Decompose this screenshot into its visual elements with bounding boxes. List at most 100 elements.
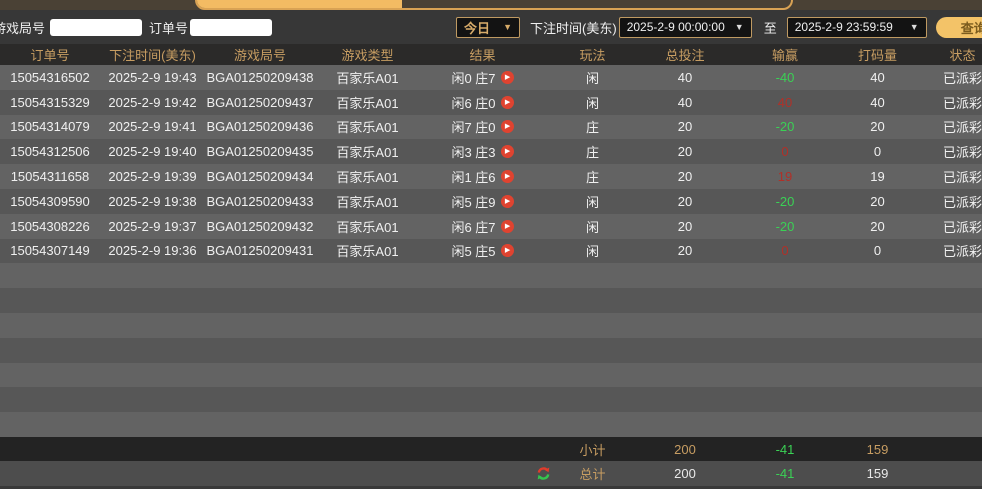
query-button[interactable]: 查询: [935, 16, 982, 38]
play-icon[interactable]: ▶: [500, 194, 514, 208]
cell-total-bet: 20: [677, 193, 693, 209]
cell-order-id: 15054309590: [10, 193, 90, 209]
total-label: 总计: [579, 467, 606, 483]
cell-order-id: 15054312506: [10, 144, 90, 160]
date-from-value: 2025-2-9 00:00:00: [626, 20, 725, 34]
header-game-type: 游戏类型: [341, 48, 394, 63]
play-triangle-icon: ▶: [504, 98, 511, 106]
cell-result: 闲5 庄5 ▶: [420, 241, 545, 260]
cell-result: 闲1 庄6 ▶: [420, 167, 545, 186]
cell-order-id: 15054316502: [10, 69, 90, 85]
table-row: ▶: [0, 412, 982, 437]
play-icon[interactable]: ▶: [500, 244, 514, 258]
play-icon[interactable]: ▶: [500, 95, 514, 109]
cell-turnover: 0: [873, 243, 882, 259]
game-round-label: 游戏局号: [0, 20, 46, 36]
tab-group: [195, 0, 793, 10]
cell-game-type: 百家乐A01: [336, 219, 399, 235]
order-no-label: 订单号: [149, 20, 189, 36]
cell-win-loss: 0: [781, 243, 789, 259]
cell-result: 闲6 庄7 ▶: [420, 217, 545, 236]
table-row: 15054316502 2025-2-9 19:43 BGA0125020943…: [0, 65, 982, 90]
cell-status: 已派彩: [942, 95, 982, 111]
table-row: 15054312506 2025-2-9 19:40 BGA0125020943…: [0, 139, 982, 165]
cell-status: 已派彩: [942, 194, 982, 210]
bottom-strip: [0, 485, 982, 489]
play-icon[interactable]: ▶: [500, 70, 514, 84]
cell-win-loss: 40: [777, 94, 793, 110]
to-label: 至: [763, 20, 777, 36]
subtotal-win-loss: -41: [775, 441, 795, 457]
cell-result: 闲0 庄7 ▶: [420, 68, 545, 87]
cell-order-id: 15054315329: [10, 94, 90, 110]
cell-result: 闲5 庄9 ▶: [420, 192, 545, 211]
result-text: 闲3 庄3: [451, 145, 496, 161]
subtotal-turnover: 159: [866, 441, 889, 457]
bet-records-table: 订单号 下注时间(美东) 游戏局号 游戏类型 结果 玩法 总投注 输赢 打码量 …: [0, 44, 982, 486]
cell-bet-time: 2025-2-9 19:37: [108, 218, 197, 234]
cell-status: 已派彩: [942, 70, 982, 86]
active-tab-remnant[interactable]: [197, 0, 402, 8]
cell-bet-time: 2025-2-9 19:36: [108, 243, 197, 259]
table-row: 15054315329 2025-2-9 19:42 BGA0125020943…: [0, 89, 982, 115]
cell-turnover: 20: [870, 119, 885, 135]
cell-round-id: BGA01250209437: [206, 94, 314, 110]
period-dropdown[interactable]: 今日 ▼: [456, 16, 521, 38]
header-win-loss: 输赢: [771, 48, 798, 63]
cell-game-type: 百家乐A01: [336, 170, 399, 186]
refresh-icon[interactable]: [536, 466, 551, 481]
cell-order-id: 15054311658: [10, 169, 90, 185]
cell-play-type: 庄: [585, 120, 599, 136]
play-triangle-icon: ▶: [504, 247, 511, 255]
chevron-down-icon: ▼: [909, 22, 919, 32]
cell-win-loss: -20: [775, 193, 795, 209]
cell-status: 已派彩: [942, 170, 982, 186]
table-row: ▶: [0, 288, 982, 313]
header-result: 结果: [469, 48, 496, 63]
cell-play-type: 闲: [585, 194, 599, 210]
play-icon[interactable]: ▶: [500, 145, 514, 159]
date-to-dropdown[interactable]: 2025-2-9 23:59:59 ▼: [786, 16, 927, 38]
table-row: ▶: [0, 312, 982, 338]
table-row: ▶: [0, 263, 982, 289]
cell-win-loss: -20: [775, 119, 795, 135]
result-text: 闲0 庄7: [451, 70, 496, 86]
total-turnover: 159: [866, 466, 889, 482]
cell-turnover: 40: [870, 94, 885, 110]
cell-bet-time: 2025-2-9 19:40: [108, 144, 197, 160]
total-win-loss: -41: [775, 466, 795, 482]
filter-toolbar: 游戏局号 订单号 今日 ▼ 下注时间(美东) 2025-2-9 00:00:00…: [0, 10, 982, 44]
order-no-input[interactable]: [190, 18, 273, 36]
cell-play-type: 闲: [585, 219, 599, 235]
cell-bet-time: 2025-2-9 19:41: [108, 119, 197, 135]
play-icon[interactable]: ▶: [500, 120, 514, 134]
cell-win-loss: 0: [781, 144, 789, 160]
play-icon[interactable]: ▶: [500, 219, 514, 233]
cell-game-type: 百家乐A01: [336, 95, 399, 111]
cell-round-id: BGA01250209434: [206, 169, 314, 185]
play-icon[interactable]: ▶: [500, 170, 514, 184]
date-from-dropdown[interactable]: 2025-2-9 00:00:00 ▼: [618, 16, 752, 38]
cell-game-type: 百家乐A01: [336, 244, 399, 260]
result-text: 闲5 庄9: [451, 194, 496, 210]
cell-status: 已派彩: [942, 120, 982, 136]
table-row: 15054311658 2025-2-9 19:39 BGA0125020943…: [0, 164, 982, 189]
cell-order-id: 15054314079: [10, 119, 90, 135]
result-text: 闲6 庄7: [451, 219, 496, 235]
cell-round-id: BGA01250209438: [206, 69, 314, 85]
header-order-id: 订单号: [30, 48, 70, 63]
total-row: 总计 200 -41 159: [0, 461, 982, 486]
table-row: 15054314079 2025-2-9 19:41 BGA0125020943…: [0, 114, 982, 140]
play-triangle-icon: ▶: [504, 173, 511, 181]
game-round-input[interactable]: [50, 18, 143, 36]
top-tab-strip: [0, 0, 982, 10]
cell-status: 已派彩: [942, 244, 982, 260]
cell-round-id: BGA01250209435: [206, 144, 314, 160]
subtotal-label: 小计: [579, 442, 606, 458]
table-row: ▶: [0, 362, 982, 388]
header-total-bet: 总投注: [665, 48, 705, 63]
cell-order-id: 15054307149: [10, 243, 90, 259]
cell-turnover: 19: [870, 169, 885, 185]
cell-bet-time: 2025-2-9 19:39: [108, 169, 197, 185]
cell-win-loss: -40: [775, 69, 795, 85]
